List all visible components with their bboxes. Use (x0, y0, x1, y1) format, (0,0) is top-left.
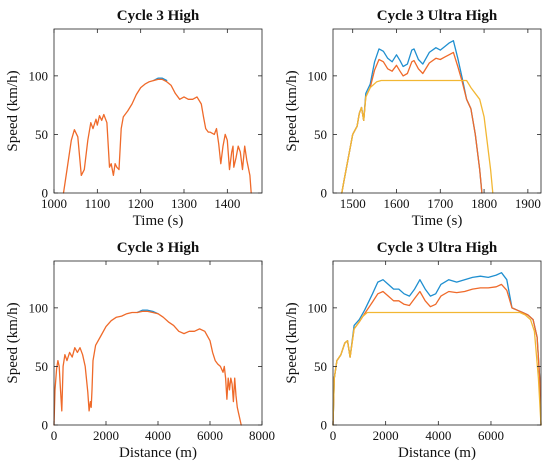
chart-panel-4: Cycle 3 Ultra High Distance (m) Speed (k… (284, 240, 542, 461)
y-axis-label: Speed (km/h) (284, 70, 300, 151)
x-tick-label: 6000 (478, 428, 504, 443)
y-tick-label: 100 (29, 300, 49, 315)
y-axis-label: Speed (km/h) (5, 70, 21, 151)
x-tick-label: 6000 (197, 428, 223, 443)
x-axis-label: Time (s) (412, 213, 463, 229)
x-tick-label: 4000 (425, 428, 451, 443)
x-tick-label: 1200 (128, 196, 154, 211)
x-tick-label: 1600 (383, 196, 409, 211)
y-tick-label: 50 (314, 359, 327, 374)
y-tick-label: 0 (42, 186, 49, 201)
chart-panel-1: Cycle 3 High Time (s) Speed (km/h) 1000 1… (5, 8, 263, 229)
series-line-s1 (136, 309, 159, 315)
x-tick-label: 1500 (340, 196, 366, 211)
y-tick-label: 50 (35, 127, 48, 142)
series-line-s3 (341, 79, 494, 194)
plot-frame (332, 260, 542, 426)
y-tick-label: 0 (321, 418, 328, 433)
x-tick-label: 1800 (471, 196, 497, 211)
x-tick-label: 1700 (427, 196, 453, 211)
chart-title: Cycle 3 High (117, 240, 200, 256)
x-tick-label: 1900 (515, 196, 541, 211)
plot-frame (53, 260, 263, 426)
plot-frame (332, 28, 542, 194)
y-tick-label: 50 (35, 359, 48, 374)
chart-panel-2: Cycle 3 Ultra High Time (s) Speed (km/h)… (284, 8, 542, 229)
y-tick-label: 50 (314, 127, 327, 142)
plot-frame (53, 28, 263, 194)
series-line-s2 (332, 283, 542, 426)
x-tick-label: 2000 (373, 428, 399, 443)
x-tick-label: 1300 (171, 196, 197, 211)
x-axis-label: Distance (m) (119, 445, 197, 461)
chart-title: Cycle 3 Ultra High (377, 8, 498, 24)
series-line-s2 (53, 310, 242, 426)
series-line-s1 (332, 272, 542, 426)
x-tick-label: 2000 (93, 428, 119, 443)
x-axis-label: Distance (m) (398, 445, 476, 461)
chart-panel-3: Cycle 3 High Distance (m) Speed (km/h) 0… (5, 240, 275, 461)
series-line-s2 (62, 78, 252, 194)
y-tick-label: 100 (29, 68, 49, 83)
y-tick-label: 100 (308, 68, 328, 83)
x-tick-label: 8000 (249, 428, 275, 443)
series-line-s3 (332, 311, 542, 426)
x-tick-label: 4000 (145, 428, 171, 443)
x-tick-label: 1100 (85, 196, 111, 211)
chart-title: Cycle 3 High (117, 8, 200, 24)
x-tick-label: 1400 (214, 196, 240, 211)
x-tick-label: 1000 (41, 196, 67, 211)
y-axis-label: Speed (km/h) (5, 302, 21, 383)
chart-title: Cycle 3 Ultra High (377, 240, 498, 256)
x-axis-label: Time (s) (133, 213, 184, 229)
y-tick-label: 0 (321, 186, 328, 201)
y-tick-label: 0 (42, 418, 49, 433)
x-tick-label: 0 (51, 428, 58, 443)
x-tick-label: 0 (330, 428, 337, 443)
y-tick-label: 100 (308, 300, 328, 315)
y-axis-label: Speed (km/h) (284, 302, 300, 383)
